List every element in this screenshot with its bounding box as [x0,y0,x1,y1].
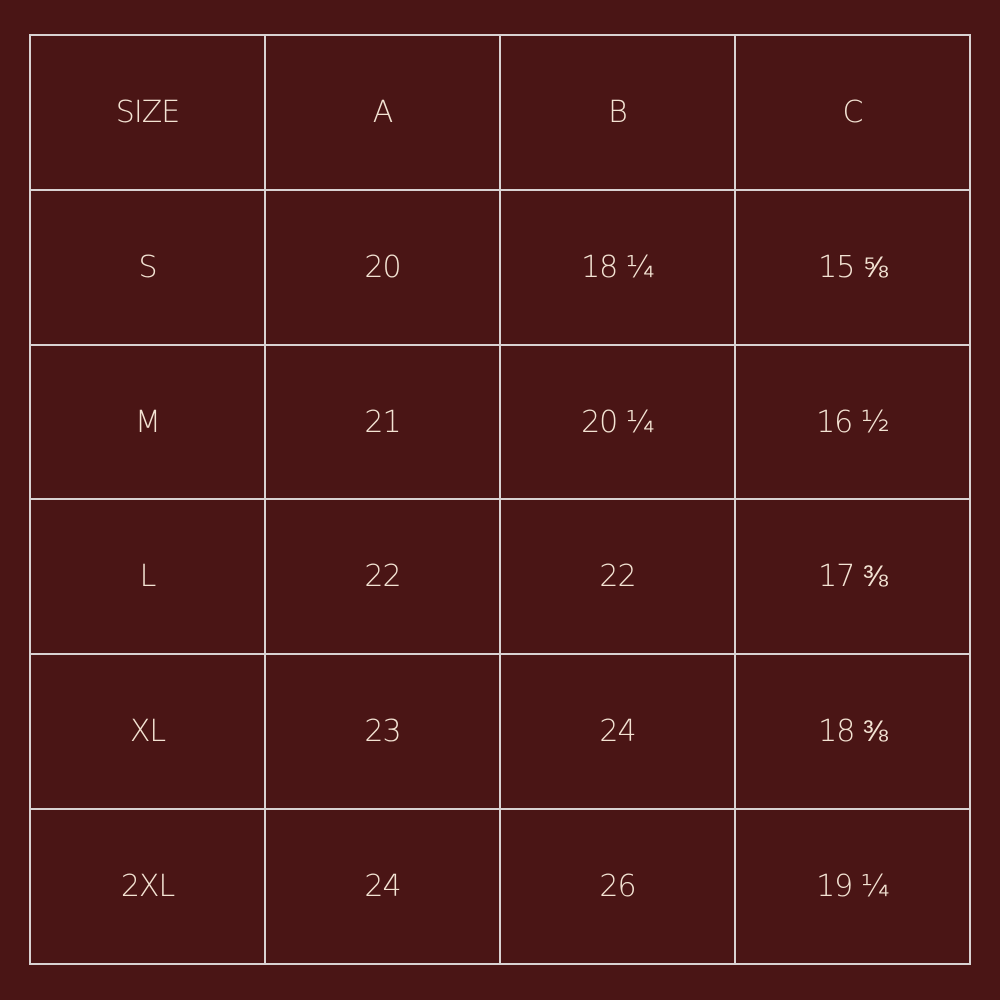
size-chart-table: SIZE A B C S 20 18 ¼ 15 ⅝ M 21 20 ¼ 16 ½ L 22 22 17 ⅜ XL… [29,34,971,965]
table-cell: 20 ¼ [499,343,736,501]
table-cell: 18 ⅜ [734,653,971,811]
table-cell: 24 [264,808,501,965]
table-row: M 21 20 ¼ 16 ½ [29,343,971,501]
table-cell: 20 [264,188,501,346]
table-cell: L [29,498,266,656]
table-cell: 22 [499,498,736,656]
header-row: SIZE A B C [29,34,971,191]
table-cell: S [29,188,266,346]
table-cell: 17 ⅜ [734,498,971,656]
table-cell: 22 [264,498,501,656]
table-cell: 15 ⅝ [734,188,971,346]
table-cell: 19 ¼ [734,808,971,965]
header-cell: SIZE [29,34,266,191]
header-cell: A [264,34,501,191]
table-row: 2XL 24 26 19 ¼ [29,808,971,965]
table-cell: 18 ¼ [499,188,736,346]
header-cell: C [734,34,971,191]
table-cell: M [29,343,266,501]
table-cell: 16 ½ [734,343,971,501]
table-cell: 23 [264,653,501,811]
table-cell: 26 [499,808,736,965]
table-cell: XL [29,653,266,811]
table-cell: 24 [499,653,736,811]
table-row: S 20 18 ¼ 15 ⅝ [29,188,971,346]
table-row: XL 23 24 18 ⅜ [29,653,971,811]
table-row: L 22 22 17 ⅜ [29,498,971,656]
table-cell: 2XL [29,808,266,965]
header-cell: B [499,34,736,191]
table-cell: 21 [264,343,501,501]
